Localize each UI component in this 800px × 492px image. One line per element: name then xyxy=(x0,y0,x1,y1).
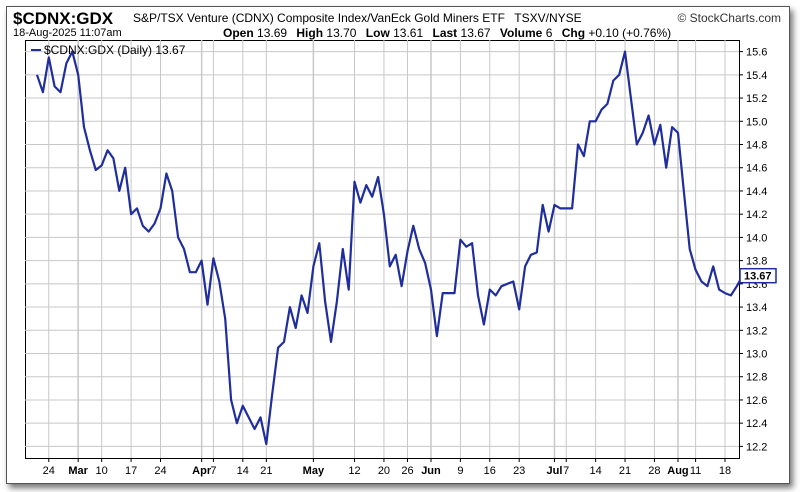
x-tick-label: 16 xyxy=(484,465,496,477)
y-tick-label: 13.2 xyxy=(746,325,767,337)
chart-frame: $CDNX:GDX S&P/TSX Venture (CDNX) Composi… xyxy=(6,6,790,484)
low-value: 13.61 xyxy=(393,26,424,40)
ohlc-summary: Open 13.69 High 13.70 Low 13.61 Last 13.… xyxy=(223,26,671,40)
x-tick-label: 20 xyxy=(378,465,390,477)
chg-label: Chg xyxy=(561,26,586,40)
x-tick-label: Jun xyxy=(421,465,441,477)
series-line xyxy=(35,50,744,446)
x-tick-label: 14 xyxy=(237,465,249,477)
last-value: 13.67 xyxy=(460,26,491,40)
x-tick-label: Aug xyxy=(667,465,688,477)
grid-lines xyxy=(25,40,739,458)
y-tick-label: 12.8 xyxy=(746,372,767,384)
y-axis-ticks: 12.212.412.612.813.013.213.413.613.814.0… xyxy=(739,47,767,453)
x-tick-label: 21 xyxy=(260,465,272,477)
x-tick-label: Mar xyxy=(68,465,88,477)
legend: $CDNX:GDX (Daily) 13.67 xyxy=(31,43,186,57)
legend-label: $CDNX:GDX (Daily) 13.67 xyxy=(44,43,186,57)
y-tick-label: 13.0 xyxy=(746,349,767,361)
x-tick-label: 14 xyxy=(590,465,602,477)
x-tick-label: 9 xyxy=(457,465,463,477)
volume-label: Volume xyxy=(499,26,543,40)
y-tick-label: 15.0 xyxy=(746,116,767,128)
y-tick-label: 14.4 xyxy=(746,186,767,198)
y-tick-label: 13.4 xyxy=(746,302,767,314)
x-tick-label: 26 xyxy=(401,465,413,477)
x-tick-label: 24 xyxy=(43,465,55,477)
x-axis-ticks: 24 Mar 10 17 24 Apr 7 14 21 May 12 20 26 Jun 9 16 23 Jul 7… xyxy=(43,458,731,477)
symbol-title: $CDNX:GDX xyxy=(13,9,114,28)
x-tick-label: 11 xyxy=(690,465,701,477)
plot-background xyxy=(25,40,740,459)
x-tick-label: 24 xyxy=(154,465,166,477)
open-label: Open xyxy=(223,26,254,40)
low-label: Low xyxy=(365,26,390,40)
chart-header: $CDNX:GDX S&P/TSX Venture (CDNX) Composi… xyxy=(7,7,789,40)
x-tick-label: 21 xyxy=(619,465,631,477)
last-value-marker: 13.67 xyxy=(739,267,777,284)
last-value-label: 13.67 xyxy=(744,271,772,283)
price-chart[interactable]: 12.212.412.612.813.013.213.413.613.814.0… xyxy=(25,40,787,480)
high-value: 13.70 xyxy=(326,26,357,40)
description-text: S&P/TSX Venture (CDNX) Composite Index/V… xyxy=(133,11,505,25)
last-label: Last xyxy=(432,26,458,40)
y-tick-label: 13.8 xyxy=(746,256,767,268)
y-tick-label: 14.2 xyxy=(746,209,767,221)
y-tick-label: 14.0 xyxy=(746,232,767,244)
y-tick-label: 15.4 xyxy=(746,70,767,82)
date-time-label: 18-Aug-2025 11:07am xyxy=(13,27,122,39)
x-tick-label: 12 xyxy=(348,465,360,477)
y-tick-label: 14.6 xyxy=(746,163,767,175)
x-tick-label: 18 xyxy=(719,465,731,477)
x-tick-label: 7 xyxy=(563,465,569,477)
x-tick-label: 23 xyxy=(513,465,525,477)
y-tick-label: 12.4 xyxy=(746,418,767,430)
x-tick-label: 28 xyxy=(648,465,660,477)
y-tick-label: 15.6 xyxy=(746,47,767,59)
y-tick-label: 12.2 xyxy=(746,441,767,453)
volume-value: 6 xyxy=(545,26,553,40)
x-tick-label: 10 xyxy=(96,465,108,477)
exchange-label: TSXV/NYSE xyxy=(514,11,582,25)
x-tick-label: 17 xyxy=(125,465,137,477)
chart-description: S&P/TSX Venture (CDNX) Composite Index/V… xyxy=(133,11,582,25)
x-tick-label: May xyxy=(303,465,325,477)
x-tick-label: 7 xyxy=(210,465,216,477)
x-tick-label: Apr xyxy=(192,465,212,477)
x-tick-label: Jul xyxy=(547,465,563,477)
y-tick-label: 12.6 xyxy=(746,395,767,407)
brand-label[interactable]: © StockCharts.com xyxy=(677,11,781,25)
open-value: 13.69 xyxy=(257,26,288,40)
chg-value: +0.10 (+0.76%) xyxy=(588,26,672,40)
y-tick-label: 15.2 xyxy=(746,93,767,105)
high-label: High xyxy=(296,26,324,40)
last-value-box xyxy=(739,267,777,284)
y-tick-label: 14.8 xyxy=(746,140,767,152)
